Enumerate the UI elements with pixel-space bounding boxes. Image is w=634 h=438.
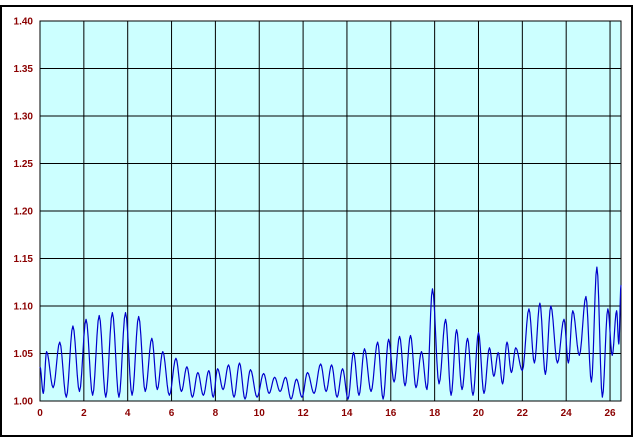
x-tick-label: 0 — [37, 408, 43, 419]
x-tick-label: 4 — [125, 408, 131, 419]
x-tick-label: 10 — [254, 408, 266, 419]
data-line — [39, 266, 622, 400]
x-tick-label: 6 — [169, 408, 175, 419]
x-tick-label: 26 — [604, 408, 616, 419]
y-tick-label: 1.20 — [14, 207, 34, 218]
y-tick-label: 1.15 — [14, 254, 34, 265]
x-tick-label: 24 — [561, 408, 573, 419]
x-tick-label: 22 — [517, 408, 529, 419]
x-tick-label: 2 — [81, 408, 87, 419]
y-tick-label: 1.35 — [14, 64, 34, 75]
y-tick-label: 1.25 — [14, 159, 34, 170]
x-tick-label: 12 — [298, 408, 310, 419]
x-tick-labels: 0 2 4 6 8 10 12 14 16 18 20 22 24 26 — [37, 408, 616, 419]
x-tick-label: 20 — [473, 408, 485, 419]
x-tick-label: 18 — [429, 408, 441, 419]
x-tick-label: 16 — [385, 408, 397, 419]
y-tick-label: 1.40 — [14, 17, 34, 28]
y-tick-label: 1.10 — [14, 302, 34, 313]
y-tick-labels: 1.00 1.05 1.10 1.15 1.20 1.25 1.30 1.35 1.40 — [14, 17, 34, 408]
y-tick-label: 1.05 — [14, 349, 34, 360]
y-tick-label: 1.00 — [14, 397, 34, 408]
x-tick-label: 8 — [213, 408, 219, 419]
x-tick-label: 14 — [341, 408, 353, 419]
grid-layer — [40, 21, 621, 401]
y-tick-label: 1.30 — [14, 112, 34, 123]
